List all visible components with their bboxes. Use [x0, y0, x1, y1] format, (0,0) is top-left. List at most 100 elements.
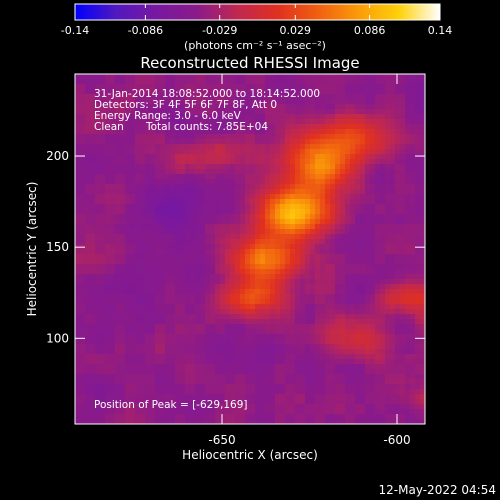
- heatmap-cell: [375, 94, 381, 100]
- heatmap-cell: [85, 294, 91, 300]
- heatmap-cell: [380, 184, 386, 190]
- heatmap-cell: [185, 184, 191, 190]
- heatmap-cell: [220, 79, 226, 85]
- heatmap-cell: [360, 334, 366, 340]
- heatmap-cell: [210, 394, 216, 400]
- heatmap-cell: [315, 179, 321, 185]
- heatmap-cell: [115, 159, 121, 165]
- heatmap-cell: [255, 389, 261, 395]
- heatmap-cell: [105, 139, 111, 145]
- heatmap-cell: [205, 264, 211, 270]
- heatmap-cell: [390, 244, 396, 250]
- heatmap-cell: [75, 109, 81, 115]
- heatmap-cell: [260, 279, 266, 285]
- heatmap-cell: [410, 134, 416, 140]
- heatmap-cell: [410, 334, 416, 340]
- heatmap-cell: [380, 199, 386, 205]
- heatmap-cell: [420, 134, 425, 140]
- heatmap-cell: [80, 199, 86, 205]
- heatmap-cell: [290, 179, 296, 185]
- heatmap-cell: [390, 349, 396, 355]
- heatmap-cell: [300, 334, 306, 340]
- heatmap-cell: [395, 204, 401, 210]
- heatmap-cell: [145, 74, 151, 80]
- heatmap-cell: [135, 74, 141, 80]
- heatmap-cell: [235, 74, 241, 80]
- heatmap-cell: [275, 144, 281, 150]
- heatmap-cell: [85, 354, 91, 360]
- heatmap-cell: [145, 84, 151, 90]
- heatmap-cell: [335, 189, 341, 195]
- heatmap-cell: [385, 339, 391, 345]
- heatmap-cell: [195, 114, 201, 120]
- heatmap-cell: [310, 174, 316, 180]
- heatmap-cell: [385, 164, 391, 170]
- heatmap-cell: [140, 249, 146, 255]
- heatmap-cell: [355, 109, 361, 115]
- heatmap-cell: [240, 134, 246, 140]
- heatmap-cell: [165, 269, 171, 275]
- heatmap-cell: [110, 194, 116, 200]
- heatmap-cell: [200, 184, 206, 190]
- heatmap-cell: [190, 104, 196, 110]
- heatmap-cell: [125, 279, 131, 285]
- heatmap-cell: [305, 239, 311, 245]
- heatmap-cell: [420, 419, 425, 424]
- heatmap-cell: [320, 334, 326, 340]
- heatmap-cell: [300, 79, 306, 85]
- heatmap-cell: [80, 204, 86, 210]
- heatmap-cell: [110, 164, 116, 170]
- heatmap-cell: [90, 94, 96, 100]
- heatmap-cell: [390, 109, 396, 115]
- heatmap-cell: [260, 134, 266, 140]
- heatmap-cell: [140, 79, 146, 85]
- heatmap-cell: [250, 364, 256, 370]
- heatmap-cell: [280, 274, 286, 280]
- heatmap-cell: [345, 269, 351, 275]
- heatmap-cell: [250, 389, 256, 395]
- heatmap-cell: [410, 209, 416, 215]
- heatmap-cell: [250, 189, 256, 195]
- heatmap-cell: [145, 319, 151, 325]
- heatmap-cell: [415, 239, 421, 245]
- heatmap-cell: [175, 199, 181, 205]
- heatmap-cell: [215, 249, 221, 255]
- heatmap-cell: [105, 199, 111, 205]
- heatmap-cell: [410, 339, 416, 345]
- heatmap-cell: [135, 264, 141, 270]
- heatmap-cell: [210, 204, 216, 210]
- heatmap-cell: [340, 354, 346, 360]
- heatmap-cell: [90, 184, 96, 190]
- heatmap-cell: [150, 379, 156, 385]
- heatmap-cell: [300, 384, 306, 390]
- heatmap-cell: [145, 219, 151, 225]
- heatmap-cell: [275, 419, 281, 424]
- heatmap-cell: [95, 344, 101, 350]
- heatmap-cell: [80, 389, 86, 395]
- heatmap-cell: [375, 229, 381, 235]
- heatmap-cell: [350, 339, 356, 345]
- heatmap-cell: [145, 274, 151, 280]
- heatmap-cell: [180, 244, 186, 250]
- heatmap-cell: [360, 209, 366, 215]
- heatmap-cell: [165, 364, 171, 370]
- heatmap-cell: [250, 344, 256, 350]
- heatmap-cell: [180, 184, 186, 190]
- heatmap-cell: [130, 219, 136, 225]
- heatmap-cell: [345, 194, 351, 200]
- heatmap-cell: [105, 234, 111, 240]
- heatmap-cell: [295, 349, 301, 355]
- heatmap-cell: [335, 159, 341, 165]
- heatmap-cell: [370, 374, 376, 380]
- heatmap-cell: [120, 299, 126, 305]
- heatmap-cell: [295, 324, 301, 330]
- heatmap-cell: [255, 339, 261, 345]
- heatmap-cell: [390, 364, 396, 370]
- heatmap-cell: [275, 149, 281, 155]
- heatmap-cell: [310, 319, 316, 325]
- heatmap-cell: [245, 274, 251, 280]
- heatmap-cell: [90, 89, 96, 95]
- heatmap-cell: [295, 254, 301, 260]
- heatmap-cell: [90, 154, 96, 160]
- heatmap-cell: [90, 104, 96, 110]
